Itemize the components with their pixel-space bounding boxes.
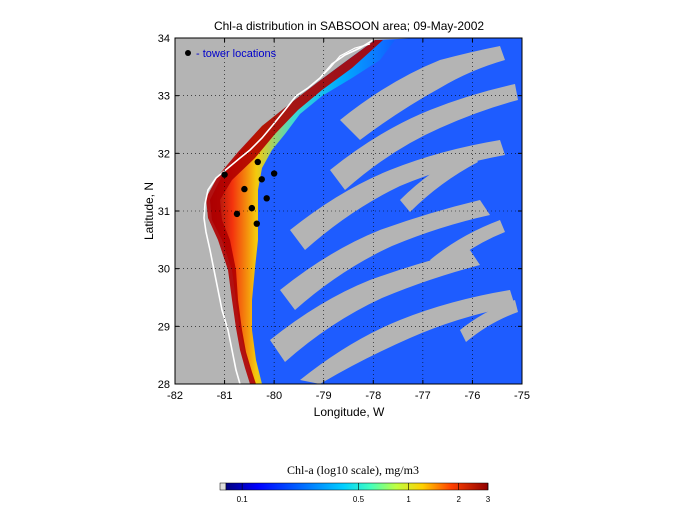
colorbar-gradient	[225, 482, 489, 491]
x-tick-label: -75	[514, 390, 530, 402]
x-axis: -82 -81 -80 -79 -78 -77 -76 -75	[167, 38, 530, 402]
colorbar-tick-label: 0.5	[353, 495, 365, 504]
tower-marker	[221, 171, 228, 178]
x-tick-label: -77	[415, 390, 431, 402]
tower-marker	[248, 204, 256, 212]
y-axis: 28 29 30 31 32 33 34	[158, 33, 522, 391]
map-grid	[175, 38, 522, 384]
x-tick-label: -78	[365, 390, 381, 402]
shelf-chl-band	[210, 40, 395, 384]
colorbar-title: Chl-a (log10 scale), mg/m3	[287, 463, 419, 477]
x-tick-label: -82	[167, 390, 183, 402]
tower-marker	[254, 158, 261, 166]
colorbar-ticks: 0.1 0.5 1 2 3	[237, 483, 491, 504]
colorbar-swatch-low	[219, 482, 227, 491]
plot-area	[175, 38, 522, 384]
colorbar-tick-label: 2	[456, 495, 461, 504]
colorbar-tick-label: 0.1	[237, 495, 249, 504]
coastal-red-fringe	[206, 40, 383, 384]
tower-marker	[253, 220, 260, 227]
x-tick-label: -76	[464, 390, 480, 402]
y-axis-label: Latitude, N	[142, 182, 156, 240]
tower-marker	[270, 170, 278, 177]
colorbar-tick-label: 1	[406, 495, 411, 504]
x-tick-label: -81	[217, 390, 233, 402]
y-tick-label: 28	[158, 379, 170, 391]
legend-tower-label: - tower locations	[196, 48, 277, 60]
y-tick-label: 34	[158, 33, 170, 45]
x-axis-label: Longitude, W	[314, 405, 385, 419]
tower-marker	[241, 185, 248, 193]
tower-markers	[221, 158, 278, 227]
y-tick-label: 33	[158, 91, 170, 103]
tower-marker	[233, 210, 241, 218]
tower-marker	[263, 195, 270, 202]
y-tick-label: 31	[158, 206, 170, 218]
x-tick-label: -79	[316, 390, 332, 402]
coastline-north-cape	[319, 43, 371, 79]
tower-marker	[258, 176, 265, 183]
y-tick-label: 30	[158, 264, 170, 276]
legend-tower-marker	[185, 50, 191, 56]
x-tick-label: -80	[266, 390, 282, 402]
map-title: Chl-a distribution in SABSOON area; 09-M…	[214, 19, 484, 33]
y-tick-label: 29	[158, 321, 170, 333]
cloud-cover	[270, 46, 518, 384]
colorbar-tick-label: 3	[486, 495, 491, 504]
y-tick-label: 32	[158, 148, 170, 160]
